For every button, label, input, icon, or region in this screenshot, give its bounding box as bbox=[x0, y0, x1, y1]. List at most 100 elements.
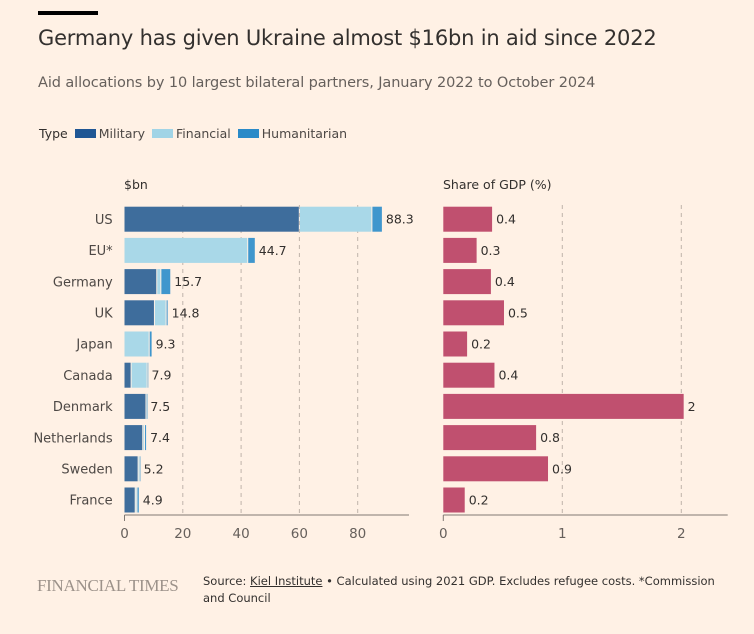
legend-item-financial: Financial bbox=[152, 126, 231, 141]
data-label: 0.9 bbox=[552, 461, 572, 476]
source-link-kiel[interactable]: Kiel Institute bbox=[250, 574, 323, 588]
bar-segment-military bbox=[124, 425, 143, 451]
data-label: 4.9 bbox=[143, 493, 163, 508]
panel-title-bn: $bn bbox=[124, 177, 148, 192]
bar-segment-financial bbox=[131, 362, 147, 388]
bar-segment-financial bbox=[135, 487, 137, 513]
bar-segment-humanitarian bbox=[166, 300, 168, 326]
bar-segment-humanitarian bbox=[145, 425, 147, 451]
legend-item-humanitarian: Humanitarian bbox=[237, 126, 348, 141]
bars-gdp-share: 0.4 0.3 0.4 0.5 0.2 0.4 2 0.8 0.9 0.2 bbox=[443, 206, 696, 513]
tick-label: 0 bbox=[439, 526, 448, 542]
legend-item-military: Military bbox=[74, 126, 146, 141]
bar-row-germany: 15.7 bbox=[124, 269, 202, 295]
data-label: 0.4 bbox=[496, 212, 516, 227]
bar-segment-humanitarian bbox=[147, 362, 149, 388]
legend-swatch-humanitarian bbox=[237, 129, 259, 138]
ft-logo: FINANCIAL TIMES bbox=[37, 576, 179, 595]
tick-label: 2 bbox=[677, 526, 686, 542]
bar-row-sweden: 5.2 bbox=[124, 456, 164, 482]
data-label: 0.4 bbox=[498, 368, 518, 383]
chart-subtitle: Aid allocations by 10 largest bilateral … bbox=[38, 75, 596, 91]
data-label: 2 bbox=[688, 399, 696, 414]
bar-segment-humanitarian bbox=[137, 487, 139, 513]
data-label: 14.8 bbox=[172, 305, 200, 320]
bar-segment-financial bbox=[124, 331, 149, 357]
bar-segment-financial bbox=[154, 300, 166, 326]
category-label: Canada bbox=[63, 369, 112, 384]
category-label: UK bbox=[95, 307, 114, 322]
bar-row-uk: 14.8 bbox=[124, 300, 200, 326]
header-rule bbox=[38, 11, 98, 15]
bar-segment-financial bbox=[143, 425, 145, 451]
gdp-bar bbox=[443, 393, 684, 419]
bar-segment-humanitarian bbox=[146, 393, 148, 419]
x-axis-gdp: 0 1 2 bbox=[439, 514, 728, 542]
bar-row-eu: 44.7 bbox=[124, 237, 287, 263]
bar-segment-humanitarian bbox=[372, 206, 382, 232]
tick-label: 60 bbox=[291, 526, 308, 542]
tick-label: 20 bbox=[174, 526, 191, 542]
bar-segment-humanitarian bbox=[139, 456, 141, 482]
gdp-bar bbox=[443, 206, 493, 232]
data-label: 7.5 bbox=[150, 399, 170, 414]
bar-segment-financial bbox=[157, 269, 161, 295]
category-label: Denmark bbox=[53, 400, 113, 415]
chart-title: Germany has given Ukraine almost $16bn i… bbox=[38, 26, 657, 50]
bar-row-canada: 7.9 bbox=[124, 362, 172, 388]
data-label: 0.5 bbox=[508, 305, 528, 320]
category-label: EU* bbox=[88, 244, 113, 259]
legend-label-military: Military bbox=[98, 126, 146, 141]
bar-segment-military bbox=[124, 487, 135, 513]
panel-title-gdp: Share of GDP (%) bbox=[443, 177, 552, 192]
legend-label-humanitarian: Humanitarian bbox=[261, 126, 348, 141]
source-rest: • Calculated using 2021 GDP. Excludes re… bbox=[203, 574, 715, 605]
category-label: France bbox=[69, 494, 112, 509]
data-label: 15.7 bbox=[174, 274, 202, 289]
x-axis-bn: 0 20 40 60 80 bbox=[120, 514, 409, 542]
bar-segment-military bbox=[124, 300, 154, 326]
gdp-bar bbox=[443, 269, 491, 295]
gdp-bar bbox=[443, 237, 477, 263]
tick-label: 80 bbox=[349, 526, 366, 542]
bar-segment-military bbox=[124, 393, 146, 419]
bar-row-netherlands: 7.4 bbox=[124, 425, 170, 451]
gdp-bar bbox=[443, 487, 465, 513]
tick-label: 0 bbox=[120, 526, 129, 542]
legend: Type Military Financial Humanitarian bbox=[39, 126, 354, 141]
data-label: 0.3 bbox=[481, 243, 501, 258]
bar-segment-military bbox=[124, 269, 157, 295]
gdp-bar bbox=[443, 456, 549, 482]
legend-label-financial: Financial bbox=[176, 126, 231, 141]
legend-title: Type bbox=[39, 126, 68, 141]
tick-label: 40 bbox=[233, 526, 250, 542]
stacked-bars-aid: 88.3 44.7 15.7 14.8 9.3 7.9 7.5 7.4 5.2 4.9 bbox=[124, 206, 414, 513]
legend-swatch-military bbox=[74, 129, 96, 138]
data-label: 0.8 bbox=[540, 430, 560, 445]
data-label: 7.9 bbox=[152, 368, 172, 383]
gdp-bar bbox=[443, 362, 495, 388]
category-label: Sweden bbox=[61, 463, 112, 478]
bar-segment-financial bbox=[299, 206, 372, 232]
category-label: US bbox=[95, 213, 113, 228]
gdp-bar bbox=[443, 425, 537, 451]
data-label: 88.3 bbox=[386, 212, 414, 227]
data-label: 0.2 bbox=[471, 337, 491, 352]
bar-row-france: 4.9 bbox=[124, 487, 163, 513]
bar-row-denmark: 7.5 bbox=[124, 393, 170, 419]
gdp-bar bbox=[443, 300, 504, 326]
gdp-bar bbox=[443, 331, 468, 357]
bar-segment-financial bbox=[124, 237, 248, 263]
source-note: Source: Kiel Institute • Calculated usin… bbox=[203, 573, 723, 607]
data-label: 0.2 bbox=[469, 493, 489, 508]
bar-segment-humanitarian bbox=[161, 269, 171, 295]
tick-label: 1 bbox=[558, 526, 567, 542]
data-label: 5.2 bbox=[144, 461, 164, 476]
data-label: 9.3 bbox=[156, 337, 176, 352]
bar-segment-military bbox=[124, 456, 138, 482]
bar-segment-military bbox=[124, 362, 131, 388]
bar-segment-humanitarian bbox=[149, 331, 152, 357]
category-label: Japan bbox=[75, 338, 112, 353]
bar-segment-humanitarian bbox=[248, 237, 255, 263]
data-label: 7.4 bbox=[150, 430, 170, 445]
